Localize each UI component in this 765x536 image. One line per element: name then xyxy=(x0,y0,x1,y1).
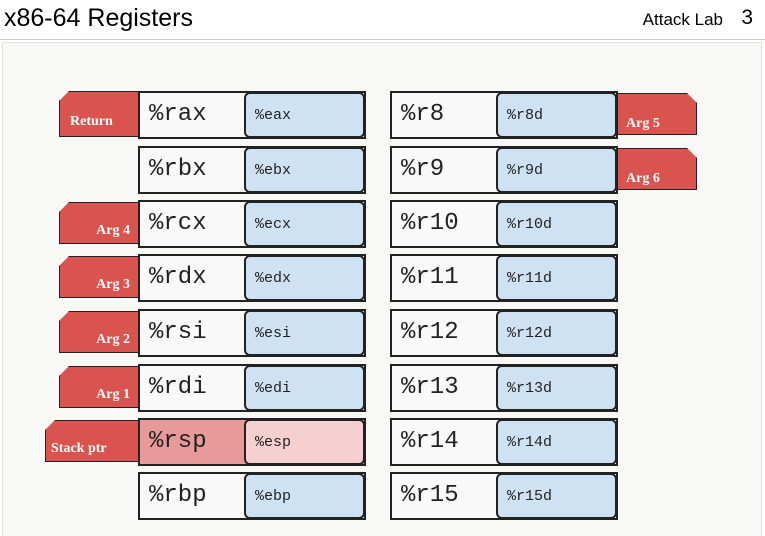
tag-label: Return xyxy=(70,114,113,129)
register-name: %rdx xyxy=(149,264,207,291)
sub-register-name: %eax xyxy=(255,107,292,124)
register-r15: %r15 %r15d xyxy=(390,472,618,520)
register-rax: %rax %eax xyxy=(138,91,366,139)
tag-stack-ptr: Stack ptr xyxy=(45,420,139,462)
register-name: %r13 xyxy=(401,374,459,401)
sub-register-r15d: %r15d xyxy=(496,473,617,519)
tag-arg-6: Arg 6 xyxy=(617,148,697,190)
register-rbx: %rbx %ebx xyxy=(138,146,366,194)
tag-label: Arg 4 xyxy=(96,223,130,238)
register-rcx: %rcx %ecx xyxy=(138,200,366,248)
tag-arg-4: Arg 4 xyxy=(59,202,139,244)
sub-register-name: %r13d xyxy=(507,380,553,397)
sub-register-name: %r8d xyxy=(507,107,544,124)
register-r14: %r14 %r14d xyxy=(390,418,618,466)
sub-register-r10d: %r10d xyxy=(496,201,617,247)
register-name: %r12 xyxy=(401,319,459,346)
sub-register-edx: %edx xyxy=(244,255,365,301)
tag-label: Arg 5 xyxy=(626,116,660,131)
sub-register-name: %r15d xyxy=(507,488,553,505)
sub-register-r11d: %r11d xyxy=(496,255,617,301)
register-name: %r9 xyxy=(401,156,445,183)
sub-register-name: %esi xyxy=(255,325,292,342)
register-name: %rbx xyxy=(149,156,207,183)
register-name: %rsi xyxy=(149,319,207,346)
register-name: %rdi xyxy=(149,374,207,401)
tag-label: Stack ptr xyxy=(51,441,107,456)
register-name: %rsp xyxy=(149,428,207,455)
register-r10: %r10 %r10d xyxy=(390,200,618,248)
sub-register-name: %esp xyxy=(255,434,292,451)
register-rdx: %rdx %edx xyxy=(138,254,366,302)
tag-arg-5: Arg 5 xyxy=(617,93,697,135)
sub-register-esp: %esp xyxy=(244,419,365,465)
register-name: %rcx xyxy=(149,210,207,237)
tag-label: Arg 1 xyxy=(96,387,130,402)
register-name: %rax xyxy=(149,101,207,128)
sub-register-ecx: %ecx xyxy=(244,201,365,247)
register-r8: %r8 %r8d xyxy=(390,91,618,139)
sub-register-name: %edx xyxy=(255,270,292,287)
register-rsp: %rsp %esp xyxy=(138,418,366,466)
register-r12: %r12 %r12d xyxy=(390,309,618,357)
register-rbp: %rbp %ebp xyxy=(138,472,366,520)
tag-arg-3: Arg 3 xyxy=(59,256,139,298)
page-number: 3 xyxy=(741,6,753,29)
tag-label: Arg 2 xyxy=(96,332,130,347)
sub-register-name: %r10d xyxy=(507,216,553,233)
sub-register-ebx: %ebx xyxy=(244,147,365,193)
sub-register-edi: %edi xyxy=(244,365,365,411)
register-rsi: %rsi %esi xyxy=(138,309,366,357)
sub-register-name: %r14d xyxy=(507,434,553,451)
register-name: %r15 xyxy=(401,482,459,509)
sub-register-r8d: %r8d xyxy=(496,92,617,138)
lab-label: Attack Lab xyxy=(642,10,723,29)
sub-register-name: %r9d xyxy=(507,162,544,179)
page-title: x86-64 Registers xyxy=(4,4,193,32)
register-r13: %r13 %r13d xyxy=(390,364,618,412)
sub-register-name: %ecx xyxy=(255,216,292,233)
register-name: %r10 xyxy=(401,210,459,237)
tag-arg-2: Arg 2 xyxy=(59,311,139,353)
register-name: %rbp xyxy=(149,482,207,509)
header-divider xyxy=(0,39,765,40)
tag-arg-1: Arg 1 xyxy=(59,366,139,408)
register-rdi: %rdi %edi xyxy=(138,364,366,412)
tag-label: Arg 3 xyxy=(96,277,130,292)
sub-register-eax: %eax xyxy=(244,92,365,138)
sub-register-esi: %esi xyxy=(244,310,365,356)
sub-register-r13d: %r13d xyxy=(496,365,617,411)
tag-label: Arg 6 xyxy=(626,171,660,186)
sub-register-name: %r12d xyxy=(507,325,553,342)
register-name: %r11 xyxy=(401,264,459,291)
sub-register-name: %ebx xyxy=(255,162,292,179)
sub-register-r9d: %r9d xyxy=(496,147,617,193)
tag-return: Return xyxy=(59,91,139,137)
sub-register-name: %edi xyxy=(255,380,292,397)
sub-register-ebp: %ebp xyxy=(244,473,365,519)
sub-register-name: %ebp xyxy=(255,488,292,505)
register-name: %r14 xyxy=(401,428,459,455)
sub-register-name: %r11d xyxy=(507,270,553,287)
sub-register-r12d: %r12d xyxy=(496,310,617,356)
register-r11: %r11 %r11d xyxy=(390,254,618,302)
register-name: %r8 xyxy=(401,101,445,128)
sub-register-r14d: %r14d xyxy=(496,419,617,465)
register-r9: %r9 %r9d xyxy=(390,146,618,194)
